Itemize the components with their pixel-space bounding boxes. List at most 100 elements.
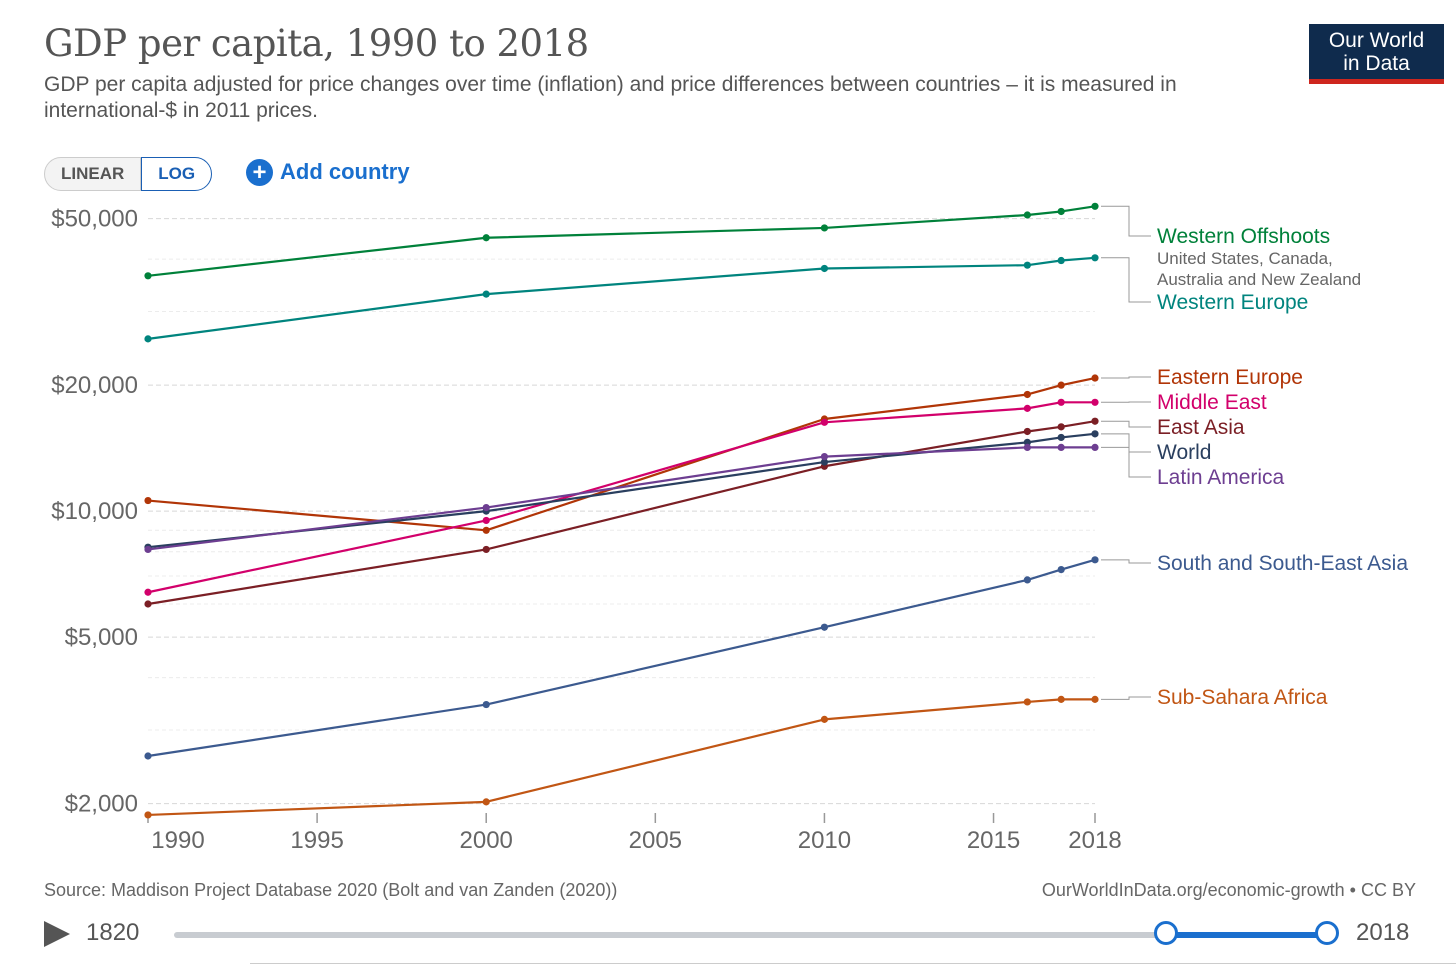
label-connector xyxy=(1101,258,1151,302)
data-point xyxy=(821,453,828,460)
log-scale-button[interactable]: LOG xyxy=(141,157,212,191)
data-point xyxy=(483,527,490,534)
data-point xyxy=(1058,696,1065,703)
x-tick-label: 2018 xyxy=(1068,827,1121,854)
timeline-end-year: 2018 xyxy=(1356,919,1409,947)
license-link[interactable]: OurWorldInData.org/economic-growth • CC … xyxy=(1042,880,1416,901)
data-point xyxy=(821,419,828,426)
series-label: Western Europe xyxy=(1157,291,1308,314)
owid-logo[interactable]: Our World in Data xyxy=(1309,24,1444,84)
linear-scale-button[interactable]: LINEAR xyxy=(44,157,141,191)
data-point xyxy=(144,589,151,596)
label-connector xyxy=(1101,377,1151,378)
series-sublabel: United States, Canada, xyxy=(1157,249,1333,268)
data-point xyxy=(1091,696,1098,703)
timeline-start-handle[interactable] xyxy=(1154,921,1178,945)
label-connector xyxy=(1101,697,1151,699)
series-label: Latin America xyxy=(1157,466,1285,489)
timeline-selected-range xyxy=(1166,932,1327,938)
timeline-end-handle[interactable] xyxy=(1315,921,1339,945)
series-label: Sub-Sahara Africa xyxy=(1157,686,1328,709)
data-point xyxy=(1024,262,1031,269)
scale-toggle: LINEAR LOG xyxy=(44,157,212,191)
data-point xyxy=(1024,576,1031,583)
data-point xyxy=(821,716,828,723)
data-point xyxy=(483,234,490,241)
data-point xyxy=(144,546,151,553)
series-line xyxy=(148,447,1095,549)
label-connector xyxy=(1101,434,1151,452)
x-tick-label: 2010 xyxy=(798,827,851,854)
data-point xyxy=(1091,254,1098,261)
series-label: Middle East xyxy=(1157,391,1267,414)
data-point xyxy=(483,517,490,524)
series-sublabel: Australia and New Zealand xyxy=(1157,270,1361,289)
data-point xyxy=(144,600,151,607)
series-label: Western Offshoots xyxy=(1157,225,1330,248)
data-point xyxy=(821,624,828,631)
logo-line1: Our World xyxy=(1309,29,1444,52)
y-tick-label: $50,000 xyxy=(51,206,138,233)
chart-title: GDP per capita, 1990 to 2018 xyxy=(44,22,589,65)
y-tick-label: $10,000 xyxy=(51,498,138,525)
chart-subtitle: GDP per capita adjusted for price change… xyxy=(44,72,1254,124)
data-point xyxy=(144,272,151,279)
x-tick-label: 2005 xyxy=(629,827,682,854)
data-point xyxy=(483,291,490,298)
label-connector xyxy=(1101,206,1151,236)
data-point xyxy=(144,752,151,759)
data-point xyxy=(1058,399,1065,406)
label-connector xyxy=(1101,421,1151,427)
data-point xyxy=(1091,374,1098,381)
data-point xyxy=(1058,434,1065,441)
logo-line2: in Data xyxy=(1309,52,1444,75)
data-point xyxy=(1091,418,1098,425)
data-point xyxy=(1024,698,1031,705)
series-label: World xyxy=(1157,441,1211,464)
line-chart: $2,000 $5,000 $10,000 $20,000 $50,000 1990 199… xyxy=(0,200,1456,870)
x-tick-label: 1990 xyxy=(151,827,204,854)
x-tick-label: 2000 xyxy=(460,827,513,854)
timeline-track[interactable] xyxy=(174,932,1327,938)
data-point xyxy=(1091,203,1098,210)
data-point xyxy=(1024,444,1031,451)
data-point xyxy=(1058,382,1065,389)
y-tick-label: $2,000 xyxy=(65,791,138,818)
data-point xyxy=(483,546,490,553)
data-point xyxy=(1024,428,1031,435)
data-point xyxy=(483,798,490,805)
x-tick-label: 2015 xyxy=(967,827,1020,854)
data-point xyxy=(483,504,490,511)
series-label: South and South-East Asia xyxy=(1157,552,1408,575)
series-label: Eastern Europe xyxy=(1157,366,1303,389)
add-country-button[interactable]: + Add country xyxy=(246,156,410,188)
data-point xyxy=(1024,405,1031,412)
data-point xyxy=(1058,257,1065,264)
data-point xyxy=(1091,556,1098,563)
data-point xyxy=(821,224,828,231)
data-point xyxy=(144,811,151,818)
data-point xyxy=(1024,211,1031,218)
data-point xyxy=(1058,423,1065,430)
source-note[interactable]: Source: Maddison Project Database 2020 (… xyxy=(44,880,617,901)
play-icon[interactable] xyxy=(44,921,70,947)
plus-circle-icon: + xyxy=(246,159,273,186)
x-tick-label: 1995 xyxy=(290,827,343,854)
series-line xyxy=(148,402,1095,592)
y-tick-label: $5,000 xyxy=(65,624,138,651)
label-connector xyxy=(1101,560,1151,563)
data-point xyxy=(1091,399,1098,406)
data-point xyxy=(1058,566,1065,573)
series-line xyxy=(148,258,1095,339)
series-label: East Asia xyxy=(1157,416,1245,439)
data-point xyxy=(1058,208,1065,215)
y-tick-label: $20,000 xyxy=(51,372,138,399)
series-line xyxy=(148,699,1095,815)
data-point xyxy=(1091,444,1098,451)
data-point xyxy=(1024,391,1031,398)
add-country-label: Add country xyxy=(280,159,410,185)
data-point xyxy=(1058,444,1065,451)
data-point xyxy=(483,701,490,708)
data-point xyxy=(144,335,151,342)
timeline-start-year: 1820 xyxy=(86,919,139,947)
